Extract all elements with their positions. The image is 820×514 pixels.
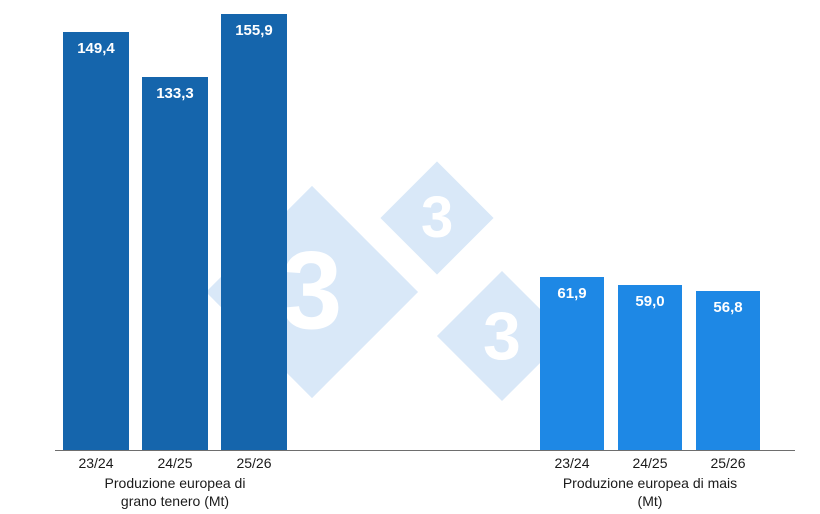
group-title-grano-tenero: Produzione europea di grano tenero (Mt) <box>104 475 246 509</box>
category-label: 25/26 <box>710 455 746 471</box>
category-label: 24/25 <box>632 455 668 471</box>
bar-value-label: 61,9 <box>557 285 587 302</box>
bar-value-label: 59,0 <box>635 293 665 310</box>
bar-value-label: 133,3 <box>156 85 194 102</box>
category-label: 25/26 <box>236 455 272 471</box>
x-axis-line <box>55 450 795 451</box>
bar-grano-tenero-24-25: 133,3 <box>142 77 208 450</box>
group-title-mais: Produzione europea di mais (Mt) <box>562 475 738 509</box>
bar-value-label: 56,8 <box>713 299 743 316</box>
bar-mais-23-24: 61,9 <box>540 277 604 450</box>
bar-value-label: 155,9 <box>235 22 273 39</box>
bar-mais-24-25: 59,0 <box>618 285 682 450</box>
category-label: 23/24 <box>78 455 114 471</box>
bar-mais-25-26: 56,8 <box>696 291 760 450</box>
bar-grano-tenero-23-24: 149,4 <box>63 32 129 450</box>
bar-grano-tenero-25-26: 155,9 <box>221 14 287 450</box>
bar-value-label: 149,4 <box>77 40 115 57</box>
category-label: 23/24 <box>554 455 590 471</box>
category-label: 24/25 <box>157 455 193 471</box>
